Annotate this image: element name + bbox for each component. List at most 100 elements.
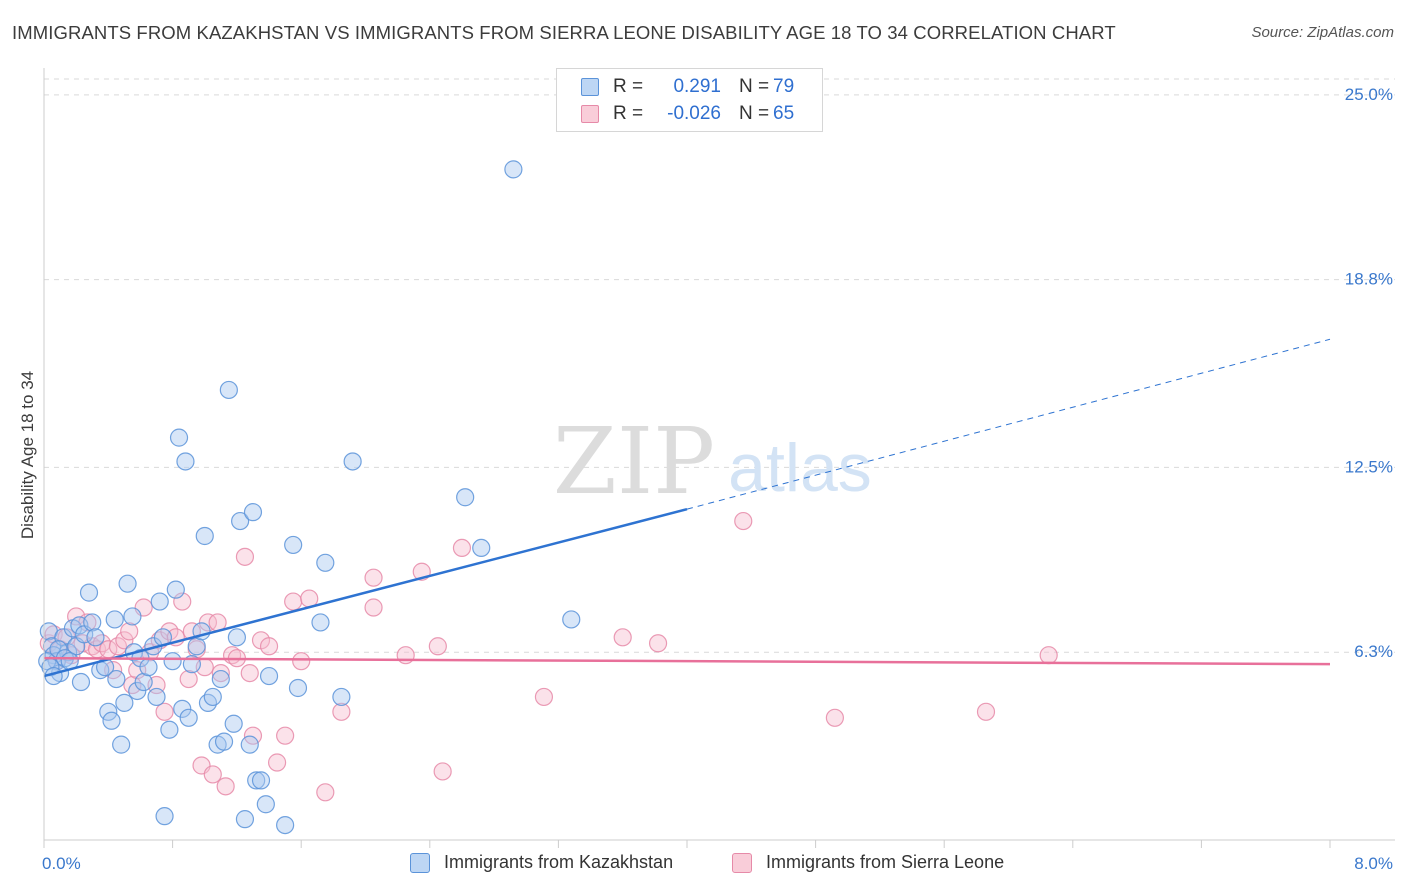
y-tick-label: 6.3% <box>1354 642 1393 661</box>
y-tick-label: 12.5% <box>1345 457 1393 476</box>
kazakhstan-point <box>173 699 192 718</box>
watermark-atlas: atlas <box>728 430 872 506</box>
sierra-leone-point <box>534 687 554 707</box>
trend-lines <box>43 338 1331 678</box>
r-label: R = <box>613 76 644 97</box>
sierra-leone-trend-line <box>43 656 1331 666</box>
sierra-leone-point <box>198 613 218 632</box>
kazakhstan-point <box>251 771 271 790</box>
axes: 6.3% 12.5% 18.8% 25.0% 0.0% 8.0% <box>42 68 1395 873</box>
kazakhstan-point <box>115 693 134 712</box>
sierra-leone-point <box>1039 646 1058 665</box>
y-tick-label: 25.0% <box>1345 85 1393 104</box>
kazakhstan-point <box>128 681 147 701</box>
r-value: 0.291 <box>673 76 721 97</box>
kazakhstan-trend-extension <box>686 338 1331 510</box>
kazakhstan-point <box>83 613 102 632</box>
kazakhstan-point <box>112 735 131 754</box>
sierra-leone-point <box>316 783 335 802</box>
kazakhstan-point <box>288 678 308 698</box>
kazakhstan-point <box>472 538 491 558</box>
sierra-leone-point <box>115 631 134 650</box>
sierra-leone-point <box>203 765 222 784</box>
sierra-leone-point <box>211 663 230 683</box>
kazakhstan-point <box>139 658 158 677</box>
sierra-leone-point <box>235 547 255 566</box>
sierra-leone-point <box>613 628 632 647</box>
kazakhstan-point <box>166 580 185 599</box>
r-label: R = <box>613 103 644 124</box>
sierra-leone-point <box>292 652 311 671</box>
sierra-leone-point <box>155 702 174 721</box>
grid-layer <box>44 78 1395 653</box>
kazakhstan-point <box>259 666 279 686</box>
kazakhstan-point <box>231 511 250 531</box>
kazakhstan-point <box>198 693 218 712</box>
sierra-leone-point <box>825 708 844 727</box>
kazakhstan-trend-line <box>43 507 688 678</box>
sierra-leone-point <box>179 669 198 689</box>
kazakhstan-point <box>214 732 234 751</box>
kazakhstan-point <box>169 428 189 447</box>
kazakhstan-point <box>150 592 169 611</box>
kazakhstan-point <box>243 503 263 522</box>
correlation-legend: R = 0.291 N = 79 R = -0.026 N = 65 <box>556 68 823 132</box>
kazakhstan-point <box>224 714 243 733</box>
kazakhstan-point <box>176 452 195 471</box>
sierra-leone-point <box>332 702 351 721</box>
kazakhstan-point <box>102 711 121 730</box>
kazakhstan-point <box>235 810 255 829</box>
sierra-leone-point <box>452 538 472 558</box>
kazakhstan-point <box>79 583 99 602</box>
kazakhstan-points <box>38 160 581 835</box>
kazakhstan-point <box>247 771 266 790</box>
sierra-leone-point <box>428 637 447 656</box>
kazakhstan-point <box>256 795 275 814</box>
r-value: -0.026 <box>667 103 721 124</box>
kazakhstan-point <box>203 687 222 707</box>
legend-item-sierra-leone: Immigrants from Sierra Leone <box>732 852 1004 873</box>
kazakhstan-point <box>211 669 230 689</box>
kazakhstan-point <box>86 628 105 647</box>
source-label: Source: ZipAtlas.com <box>1251 24 1394 41</box>
legend-label-kazakhstan: Immigrants from Kazakhstan <box>444 852 674 872</box>
sierra-leone-point <box>433 762 452 781</box>
legend-swatch-pink <box>581 105 599 123</box>
legend-row-sierra-leone: R = -0.026 N = 65 <box>557 100 794 128</box>
kazakhstan-point <box>163 652 182 671</box>
kazakhstan-point <box>562 610 581 629</box>
series-legend: Immigrants from Kazakhstan Immigrants fr… <box>0 852 1406 876</box>
kazakhstan-point <box>179 708 198 727</box>
kazakhstan-point <box>123 607 142 626</box>
y-axis-label: Disability Age 18 to 34 <box>18 370 37 540</box>
legend-item-kazakhstan: Immigrants from Kazakhstan <box>410 852 673 873</box>
n-value: 79 <box>773 76 795 97</box>
kazakhstan-point <box>107 669 126 689</box>
sierra-leone-point <box>648 634 668 653</box>
legend-swatch-pink <box>732 852 752 873</box>
legend-label-sierra-leone: Immigrants from Sierra Leone <box>766 852 1005 872</box>
n-value: 65 <box>773 103 795 124</box>
legend-swatch-blue <box>410 852 430 873</box>
sierra-leone-point <box>276 726 295 745</box>
kazakhstan-point <box>316 553 335 572</box>
watermark-zip: ZIP <box>553 408 715 515</box>
sierra-leone-point <box>976 702 996 721</box>
kazakhstan-point <box>332 687 351 707</box>
sierra-leone-point <box>364 568 383 587</box>
kazakhstan-point <box>456 488 475 507</box>
sierra-leone-point <box>396 646 415 665</box>
kazakhstan-point <box>240 735 259 754</box>
sierra-leone-point <box>364 598 383 617</box>
sierra-leone-points <box>39 511 1058 802</box>
sierra-leone-point <box>284 592 303 611</box>
kazakhstan-point <box>71 672 91 692</box>
legend-swatch-blue <box>581 78 599 96</box>
x-tick-label-max: 8.0% <box>1354 854 1393 873</box>
kazakhstan-point <box>160 720 179 739</box>
n-label: N = <box>739 76 770 97</box>
kazakhstan-point <box>105 610 124 629</box>
kazakhstan-point <box>118 574 137 593</box>
sierra-leone-point <box>734 511 753 531</box>
